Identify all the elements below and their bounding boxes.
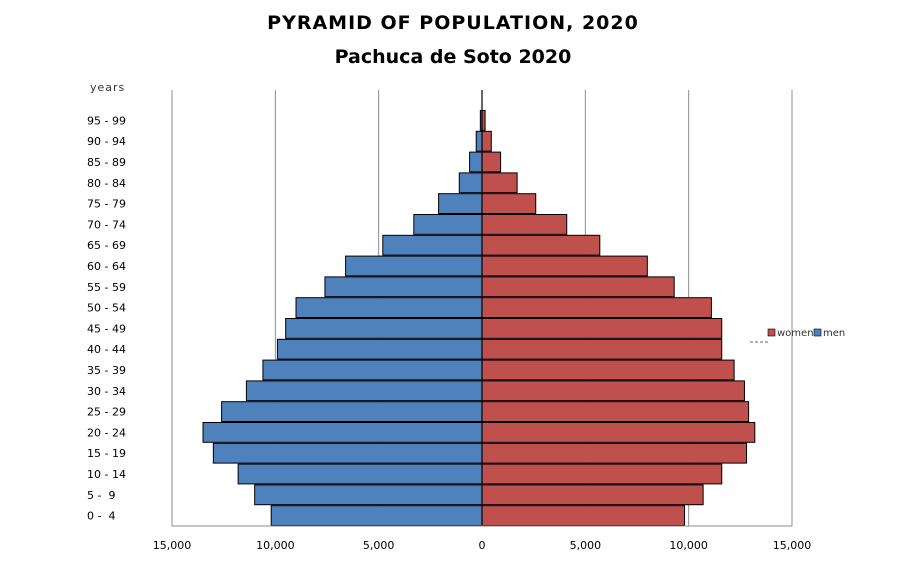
age-label: 90 - 94	[87, 135, 126, 148]
age-label: 60 - 64	[87, 260, 126, 273]
bar-women	[481, 380, 745, 402]
bar-women	[481, 505, 686, 527]
x-tick-labels: 15,000 10,000 5,000 0 5,000 10,000 15,000	[153, 539, 812, 552]
bar-women	[481, 401, 750, 423]
bar-men	[270, 505, 483, 527]
bar-men	[438, 193, 483, 214]
bar-women	[481, 338, 723, 360]
x-tick-label: 15,000	[153, 539, 192, 552]
age-label: 85 - 89	[87, 156, 126, 169]
bar-women	[481, 297, 712, 319]
bar-men	[469, 151, 483, 173]
chart-subtitle: Pachuca de Soto 2020	[334, 46, 572, 68]
age-labels: 0 - 4 5 - 9 10 - 14 15 - 19 20 - 24 25 - 29 30…	[87, 114, 126, 522]
bar-women	[481, 214, 568, 235]
bar-women	[481, 193, 537, 214]
bar-men	[475, 130, 483, 152]
x-tick-label: 5,000	[570, 539, 602, 552]
bar-women	[481, 234, 601, 256]
age-label: 0 - 4	[87, 510, 115, 523]
bar-men	[324, 276, 483, 298]
bar-men	[295, 297, 483, 319]
age-label: 25 - 29	[87, 406, 126, 419]
age-label: 5 - 9	[87, 489, 115, 502]
bar-women	[481, 318, 723, 339]
bar-women	[481, 463, 723, 485]
bar-men	[221, 401, 483, 423]
y-axis-label: years	[90, 81, 125, 94]
bar-men	[262, 359, 483, 381]
age-label: 95 - 99	[87, 114, 126, 127]
legend-swatch-men	[813, 328, 822, 337]
age-label: 75 - 79	[87, 198, 126, 211]
x-tick-label: 15,000	[773, 539, 812, 552]
bar-women	[481, 151, 502, 173]
age-label: 30 - 34	[87, 385, 126, 398]
legend-swatch-women	[767, 328, 776, 337]
legend: women men	[750, 328, 845, 343]
bar-women	[481, 276, 675, 298]
bar-men	[245, 380, 483, 402]
x-tick-label: 10,000	[256, 539, 295, 552]
age-label: 80 - 84	[87, 177, 126, 190]
bar-men	[212, 442, 483, 464]
age-label: 50 - 54	[87, 302, 126, 315]
bar-women	[481, 422, 756, 443]
bar-men	[276, 338, 483, 360]
bar-men	[237, 463, 483, 485]
age-label: 70 - 74	[87, 218, 126, 231]
age-label: 55 - 59	[87, 281, 126, 294]
bar-women	[481, 484, 704, 506]
x-tick-label: 5,000	[363, 539, 395, 552]
x-tick-label: 0	[479, 539, 486, 552]
bar-women	[481, 359, 735, 381]
bar-women	[481, 172, 518, 194]
age-label: 35 - 39	[87, 364, 126, 377]
bar-men	[345, 255, 483, 277]
bar-men	[285, 318, 483, 339]
bar-men	[254, 484, 483, 506]
age-label: 20 - 24	[87, 426, 126, 439]
bar-men	[382, 234, 483, 256]
age-label: 65 - 69	[87, 239, 126, 252]
bar-men	[202, 422, 483, 443]
legend-label-men: men	[823, 328, 845, 339]
age-label: 15 - 19	[87, 447, 126, 460]
bar-men	[413, 214, 483, 235]
legend-label-women: women	[777, 328, 814, 339]
bar-women	[481, 130, 492, 152]
bar-women	[481, 442, 748, 464]
chart-title: PYRAMID OF POPULATION, 2020	[267, 12, 639, 34]
x-tick-label: 10,000	[669, 539, 708, 552]
bar-men	[458, 172, 483, 194]
age-label: 10 - 14	[87, 468, 126, 481]
age-label: 45 - 49	[87, 322, 126, 335]
age-label: 40 - 44	[87, 343, 126, 356]
bars	[172, 90, 792, 527]
bar-women	[481, 255, 648, 277]
